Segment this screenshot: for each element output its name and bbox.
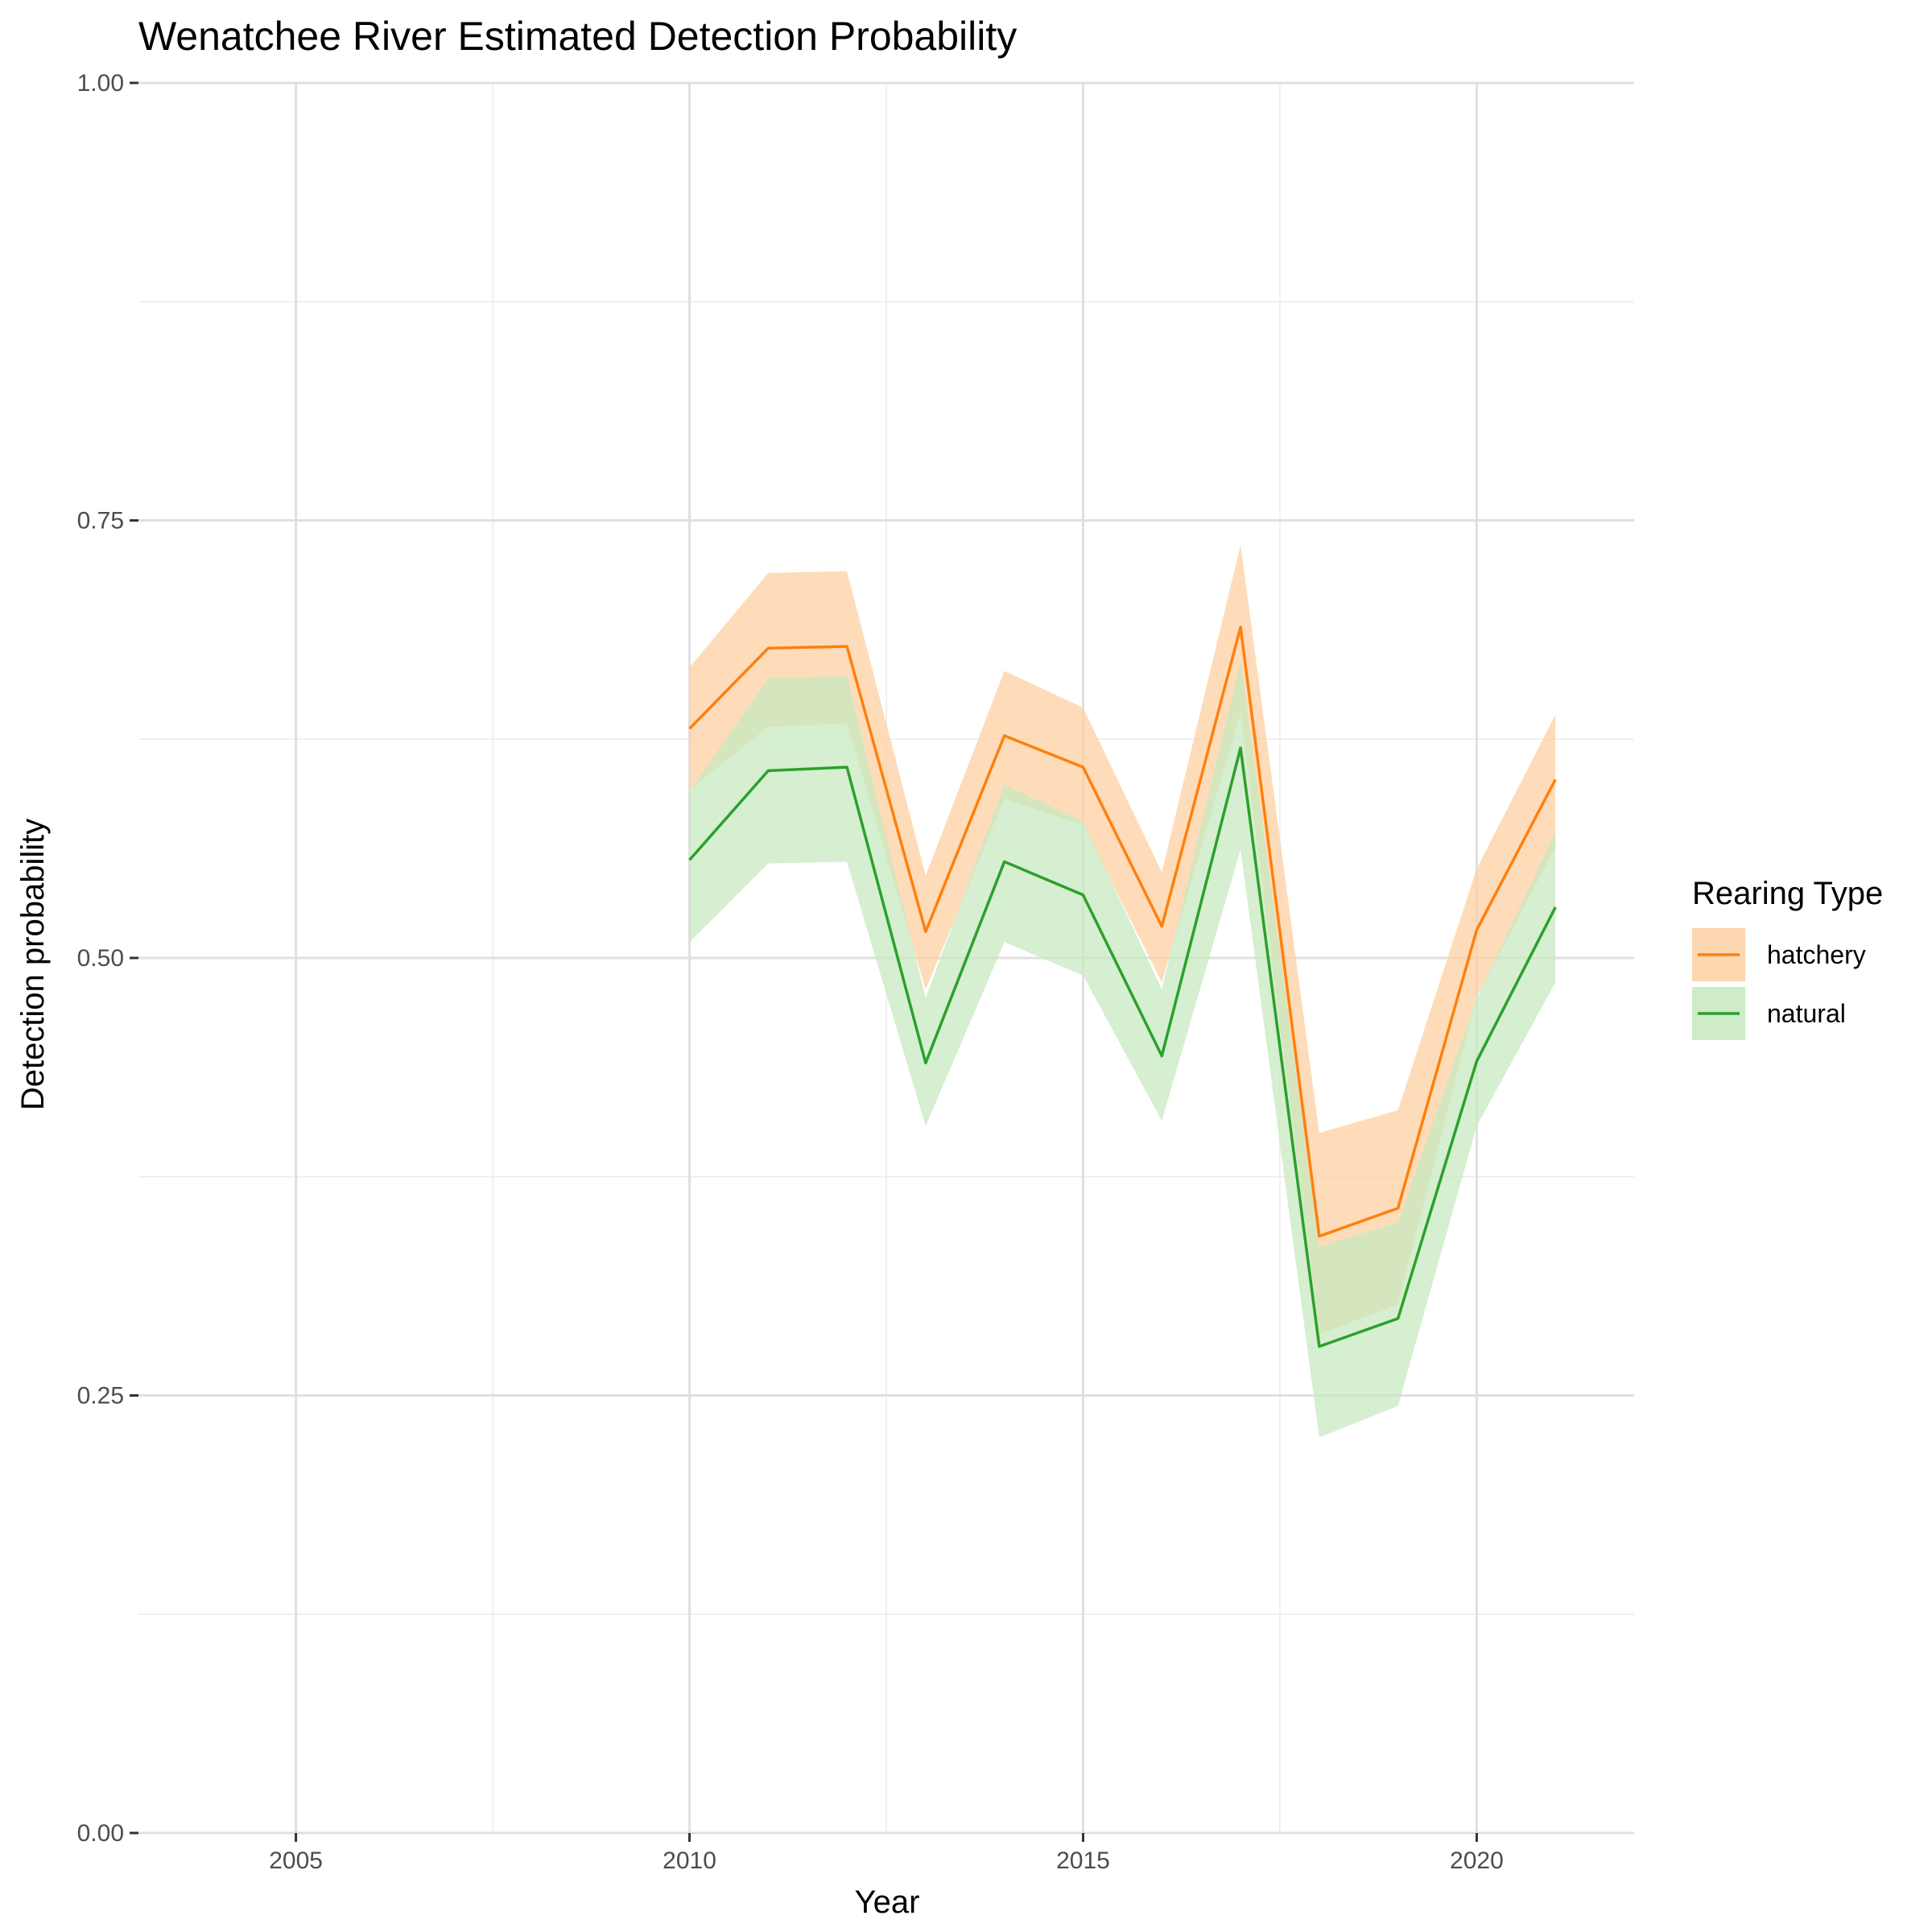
y-tick-label: 0.50	[77, 945, 124, 972]
series-lines	[688, 625, 1557, 1348]
x-axis: 2005 2010 2015 2020	[269, 1833, 1504, 1874]
confidence-ribbons	[689, 544, 1556, 1438]
y-tick-label: 1.00	[77, 70, 124, 97]
legend-label-natural: natural	[1767, 999, 1846, 1028]
y-axis: 0.00 0.25 0.50 0.75 1.00	[77, 70, 138, 1847]
x-tick-label: 2005	[269, 1847, 323, 1874]
ribbon-natural	[689, 660, 1556, 1438]
chart-title: Wenatchee River Estimated Detection Prob…	[138, 14, 1017, 59]
line-hatchery	[688, 625, 1557, 1238]
legend-title: Rearing Type	[1692, 876, 1883, 911]
x-axis-title: Year	[855, 1885, 920, 1920]
legend: Rearing Type hatchery natural	[1692, 876, 1883, 1040]
x-tick-label: 2015	[1056, 1847, 1110, 1874]
x-tick-label: 2010	[663, 1847, 716, 1874]
y-tick-label: 0.75	[77, 508, 124, 535]
legend-label-hatchery: hatchery	[1767, 940, 1866, 969]
x-tick-label: 2020	[1450, 1847, 1504, 1874]
y-tick-label: 0.25	[77, 1383, 124, 1410]
y-tick-label: 0.00	[77, 1820, 124, 1847]
ribbon-hatchery	[689, 544, 1556, 1335]
line-natural	[688, 746, 1557, 1348]
y-axis-title: Detection probability	[15, 819, 51, 1110]
